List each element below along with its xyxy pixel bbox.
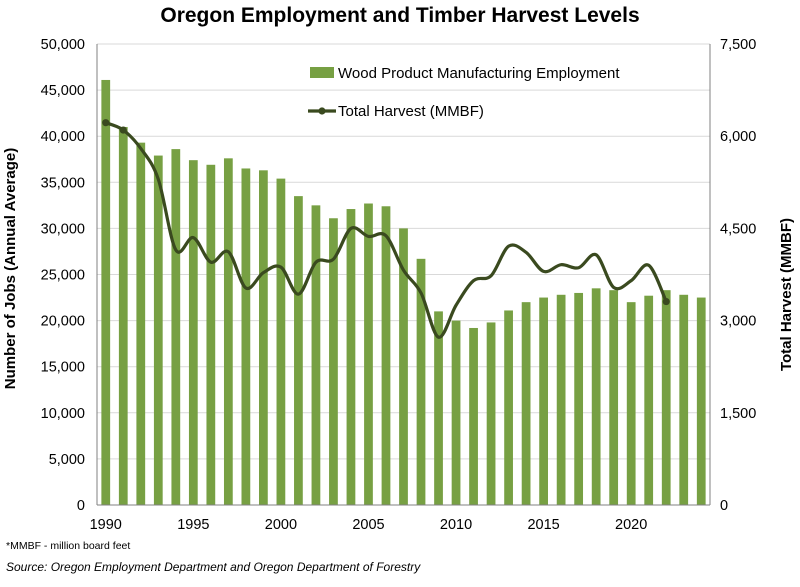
bar — [434, 311, 443, 505]
x-tick-label: 2015 — [527, 517, 559, 533]
bar — [118, 126, 128, 505]
bar — [259, 170, 268, 505]
y-right-tick-label: 6,000 — [720, 129, 756, 145]
bar — [469, 327, 478, 505]
bar — [574, 292, 584, 505]
y-left-tick-label: 35,000 — [41, 175, 85, 191]
bar — [609, 290, 619, 505]
y-left-tick-label: 20,000 — [41, 314, 85, 330]
bar — [381, 206, 391, 505]
harvest-point — [662, 297, 670, 306]
line-series — [102, 119, 670, 339]
x-tick-label: 2020 — [615, 517, 647, 533]
bar — [171, 149, 181, 505]
bar — [504, 310, 513, 505]
y-right-tick-label: 1,500 — [720, 406, 756, 422]
bar — [346, 209, 356, 505]
y-left-tick-label: 0 — [77, 498, 85, 514]
bar-series — [101, 79, 706, 506]
legend-line-marker — [318, 107, 326, 115]
bar — [679, 294, 689, 505]
y-left-tick-label: 40,000 — [41, 129, 85, 145]
bar — [539, 297, 548, 505]
x-tick-label: 1995 — [177, 517, 209, 533]
x-tick-label: 1990 — [90, 517, 122, 533]
y-left-tick-label: 25,000 — [41, 268, 85, 284]
y-left-tick-label: 30,000 — [41, 221, 85, 237]
bar — [556, 294, 566, 505]
bar — [591, 288, 601, 505]
harvest-point — [119, 126, 127, 134]
y-left-tick-label: 15,000 — [41, 360, 85, 376]
bar — [521, 302, 531, 505]
bar — [364, 203, 373, 506]
footnote: *MMBF - million board feet — [6, 540, 131, 552]
y-right-tick-label: 0 — [720, 498, 728, 514]
x-tick-label: 2005 — [352, 517, 384, 533]
y-right-axis-title: Total Harvest (MMBF) — [778, 218, 795, 371]
y-left-tick-label: 45,000 — [41, 83, 85, 99]
bar — [329, 218, 338, 505]
y-right-tick-label: 4,500 — [720, 221, 756, 237]
y-left-tick-label: 50,000 — [41, 37, 85, 53]
bar — [101, 79, 111, 505]
legend: Wood Product Manufacturing Employment Tot… — [308, 65, 620, 120]
x-tick-label: 2000 — [265, 517, 297, 533]
bar — [136, 142, 146, 506]
y-right-tick-label: 7,500 — [720, 37, 756, 53]
legend-line-label: Total Harvest (MMBF) — [338, 103, 484, 120]
bar — [661, 290, 671, 505]
bar — [311, 205, 321, 505]
bar — [223, 158, 233, 505]
bar — [486, 322, 496, 505]
bar — [153, 155, 163, 505]
harvest-line — [105, 121, 668, 339]
bar — [206, 164, 216, 506]
bar — [696, 297, 706, 505]
bar — [416, 258, 426, 505]
y-left-axis-title: Number of Jobs (Annual Average) — [2, 148, 19, 389]
bar — [644, 295, 654, 505]
bar — [451, 320, 461, 505]
legend-bar-swatch — [310, 67, 334, 78]
bar — [399, 228, 408, 505]
y-left-tick-label: 10,000 — [41, 406, 85, 422]
x-tick-label: 2010 — [440, 517, 472, 533]
source-note: Source: Oregon Employment Department and… — [6, 560, 421, 574]
bar — [276, 178, 286, 505]
bar — [188, 160, 198, 505]
bar — [626, 302, 636, 505]
bar — [294, 196, 303, 505]
chart-title: Oregon Employment and Timber Harvest Lev… — [160, 4, 640, 27]
legend-bar-label: Wood Product Manufacturing Employment — [338, 65, 620, 82]
harvest-point — [102, 119, 110, 127]
bar — [241, 168, 251, 505]
y-left-tick-label: 5,000 — [49, 452, 85, 468]
axes: 0 5,000 10,000 15,000 20,000 25,000 30,000 35,0… — [2, 37, 795, 533]
y-right-tick-label: 3,000 — [720, 314, 756, 330]
